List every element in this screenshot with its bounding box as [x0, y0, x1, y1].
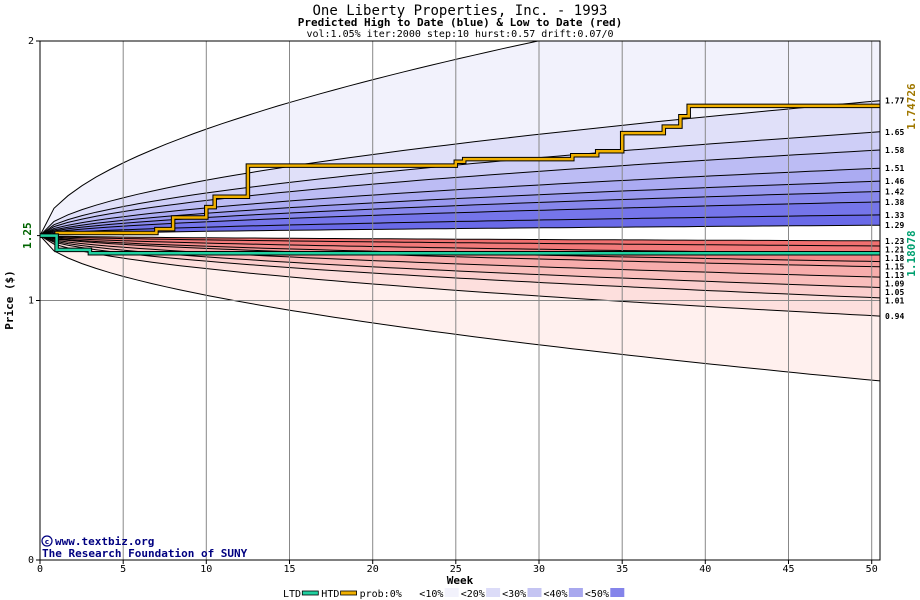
low-band	[40, 235, 880, 288]
x-tick-label: 15	[283, 564, 295, 575]
x-tick-label: 0	[37, 564, 43, 575]
legend-label-2: prob:0%	[360, 589, 402, 600]
quantile-label: 1.21	[885, 245, 904, 254]
high-quantile-line	[40, 41, 541, 236]
x-axis-label: Week	[447, 574, 474, 587]
x-tick-label: 5	[120, 564, 126, 575]
legend-swatch-line-0	[301, 590, 319, 596]
credits: c www.textbiz.org The Research Foundatio…	[41, 535, 248, 560]
high-band	[40, 131, 880, 236]
low-quantile-line	[40, 235, 880, 242]
low-quantile-line	[40, 235, 880, 317]
x-tick-label: 30	[533, 564, 545, 575]
x-tick-label: 35	[616, 564, 628, 575]
low-band	[40, 235, 880, 254]
legend-swatch-band-6	[568, 588, 583, 597]
credit-site: www.textbiz.org	[55, 535, 154, 548]
quantile-label: 1.33	[885, 211, 904, 220]
credit-org: The Research Foundation of SUNY	[42, 547, 248, 560]
quantile-label: 1.38	[885, 198, 904, 207]
copyright-icon-letter: c	[45, 538, 49, 546]
low-band	[40, 235, 880, 317]
low-quantile-line	[40, 235, 880, 247]
quantile-label: 1.23	[885, 237, 904, 246]
high-quantile-line	[40, 167, 880, 237]
legend-swatch-band-5	[527, 588, 542, 597]
high-quantile-line	[40, 214, 880, 237]
high-band	[40, 201, 880, 236]
high-band	[40, 150, 880, 236]
legend-label-7: <50%	[585, 589, 609, 600]
high-band	[40, 181, 880, 236]
quantile-label: 1.29	[885, 221, 904, 230]
chart-subtitle: Predicted High to Date (blue) & Low to D…	[298, 16, 623, 29]
legend-label-5: <30%	[502, 589, 526, 600]
high-quantile-line	[40, 224, 880, 237]
legend-label-3: <10%	[419, 589, 443, 600]
chart-title: One Liberty Properties, Inc. - 1993	[312, 3, 607, 19]
quantile-label: 1.51	[885, 164, 904, 173]
quantile-label: 1.77	[885, 97, 904, 106]
y-axis-label: Price ($)	[3, 270, 16, 330]
x-tick-label: 20	[367, 564, 379, 575]
legend-label-1: HTD	[321, 589, 339, 600]
x-tick-label: 10	[200, 564, 212, 575]
copyright-icon	[41, 535, 53, 547]
legend-swatch-band-2	[403, 588, 418, 597]
quantile-labels: 1.77 1.65 1.58 1.51 1.46 1.421.38 1.331.29 1.23…	[885, 83, 918, 321]
y-tick-label: 1	[28, 296, 34, 307]
quantile-label: 1.01	[885, 296, 904, 305]
legend-swatch-band-3	[444, 588, 459, 597]
start-price-label: 1.25	[21, 222, 34, 249]
quantile-label: 1.09	[885, 279, 904, 288]
ltd-final-value-label: 1.18078	[905, 230, 918, 276]
legend-swatch-band-7	[610, 588, 625, 597]
legend-label-4: <20%	[461, 589, 485, 600]
quantile-label: 1.58	[885, 146, 904, 155]
high-quantile-line	[40, 149, 880, 237]
low-quantile-line	[40, 235, 880, 382]
probability-bands	[40, 41, 880, 382]
series-ltd-line	[40, 234, 880, 255]
x-tick-label: 50	[866, 564, 878, 575]
y-tick-label: 2	[28, 36, 34, 47]
quantile-label: 1.05	[885, 288, 904, 297]
quantile-label: 1.13	[885, 271, 904, 280]
legend-label-6: <40%	[544, 589, 568, 600]
quantile-label: 1.15	[885, 262, 904, 271]
quantile-label: 1.42	[885, 188, 904, 197]
series	[40, 103, 880, 256]
y-tick-label: 0	[28, 555, 34, 566]
series-htd-line	[40, 104, 880, 237]
htd-final-value-label: 1.74726	[905, 83, 918, 130]
x-tick-label: 40	[699, 564, 711, 575]
x-tick-label: 25	[450, 564, 462, 575]
high-band	[40, 191, 880, 236]
legend-swatch-band-4	[486, 588, 501, 597]
quantile-label: 1.18	[885, 254, 904, 263]
low-band	[40, 235, 880, 298]
high-band	[40, 41, 880, 236]
chart-parameters: vol:1.05% iter:2000 step:10 hurst:0.57 d…	[306, 29, 613, 40]
low-quantile-line	[40, 235, 880, 299]
legend-label-0: LTD	[283, 589, 301, 600]
high-quantile-line	[40, 131, 880, 236]
quantile-label: 0.94	[885, 312, 904, 321]
plot-area	[39, 40, 880, 561]
quantile-label: 1.65	[885, 128, 904, 137]
legend: LTD HTD prob:0% <10% <20% <30% <40% <50%	[283, 588, 625, 600]
low-quantile-line	[40, 235, 880, 268]
high-quantile-line	[40, 100, 880, 236]
x-tick-label: 45	[782, 564, 794, 575]
axes: 0 5 10 15 20 25 30 35 40 45 50 0 1 2 1.25	[21, 36, 881, 575]
low-band	[40, 235, 880, 278]
high-band	[40, 168, 880, 236]
quantile-label: 1.46	[885, 177, 904, 186]
legend-swatch-line-1	[340, 590, 358, 596]
low-band	[40, 235, 880, 267]
high-band	[40, 100, 880, 236]
low-band	[40, 235, 880, 381]
high-quantile-line	[40, 201, 880, 237]
